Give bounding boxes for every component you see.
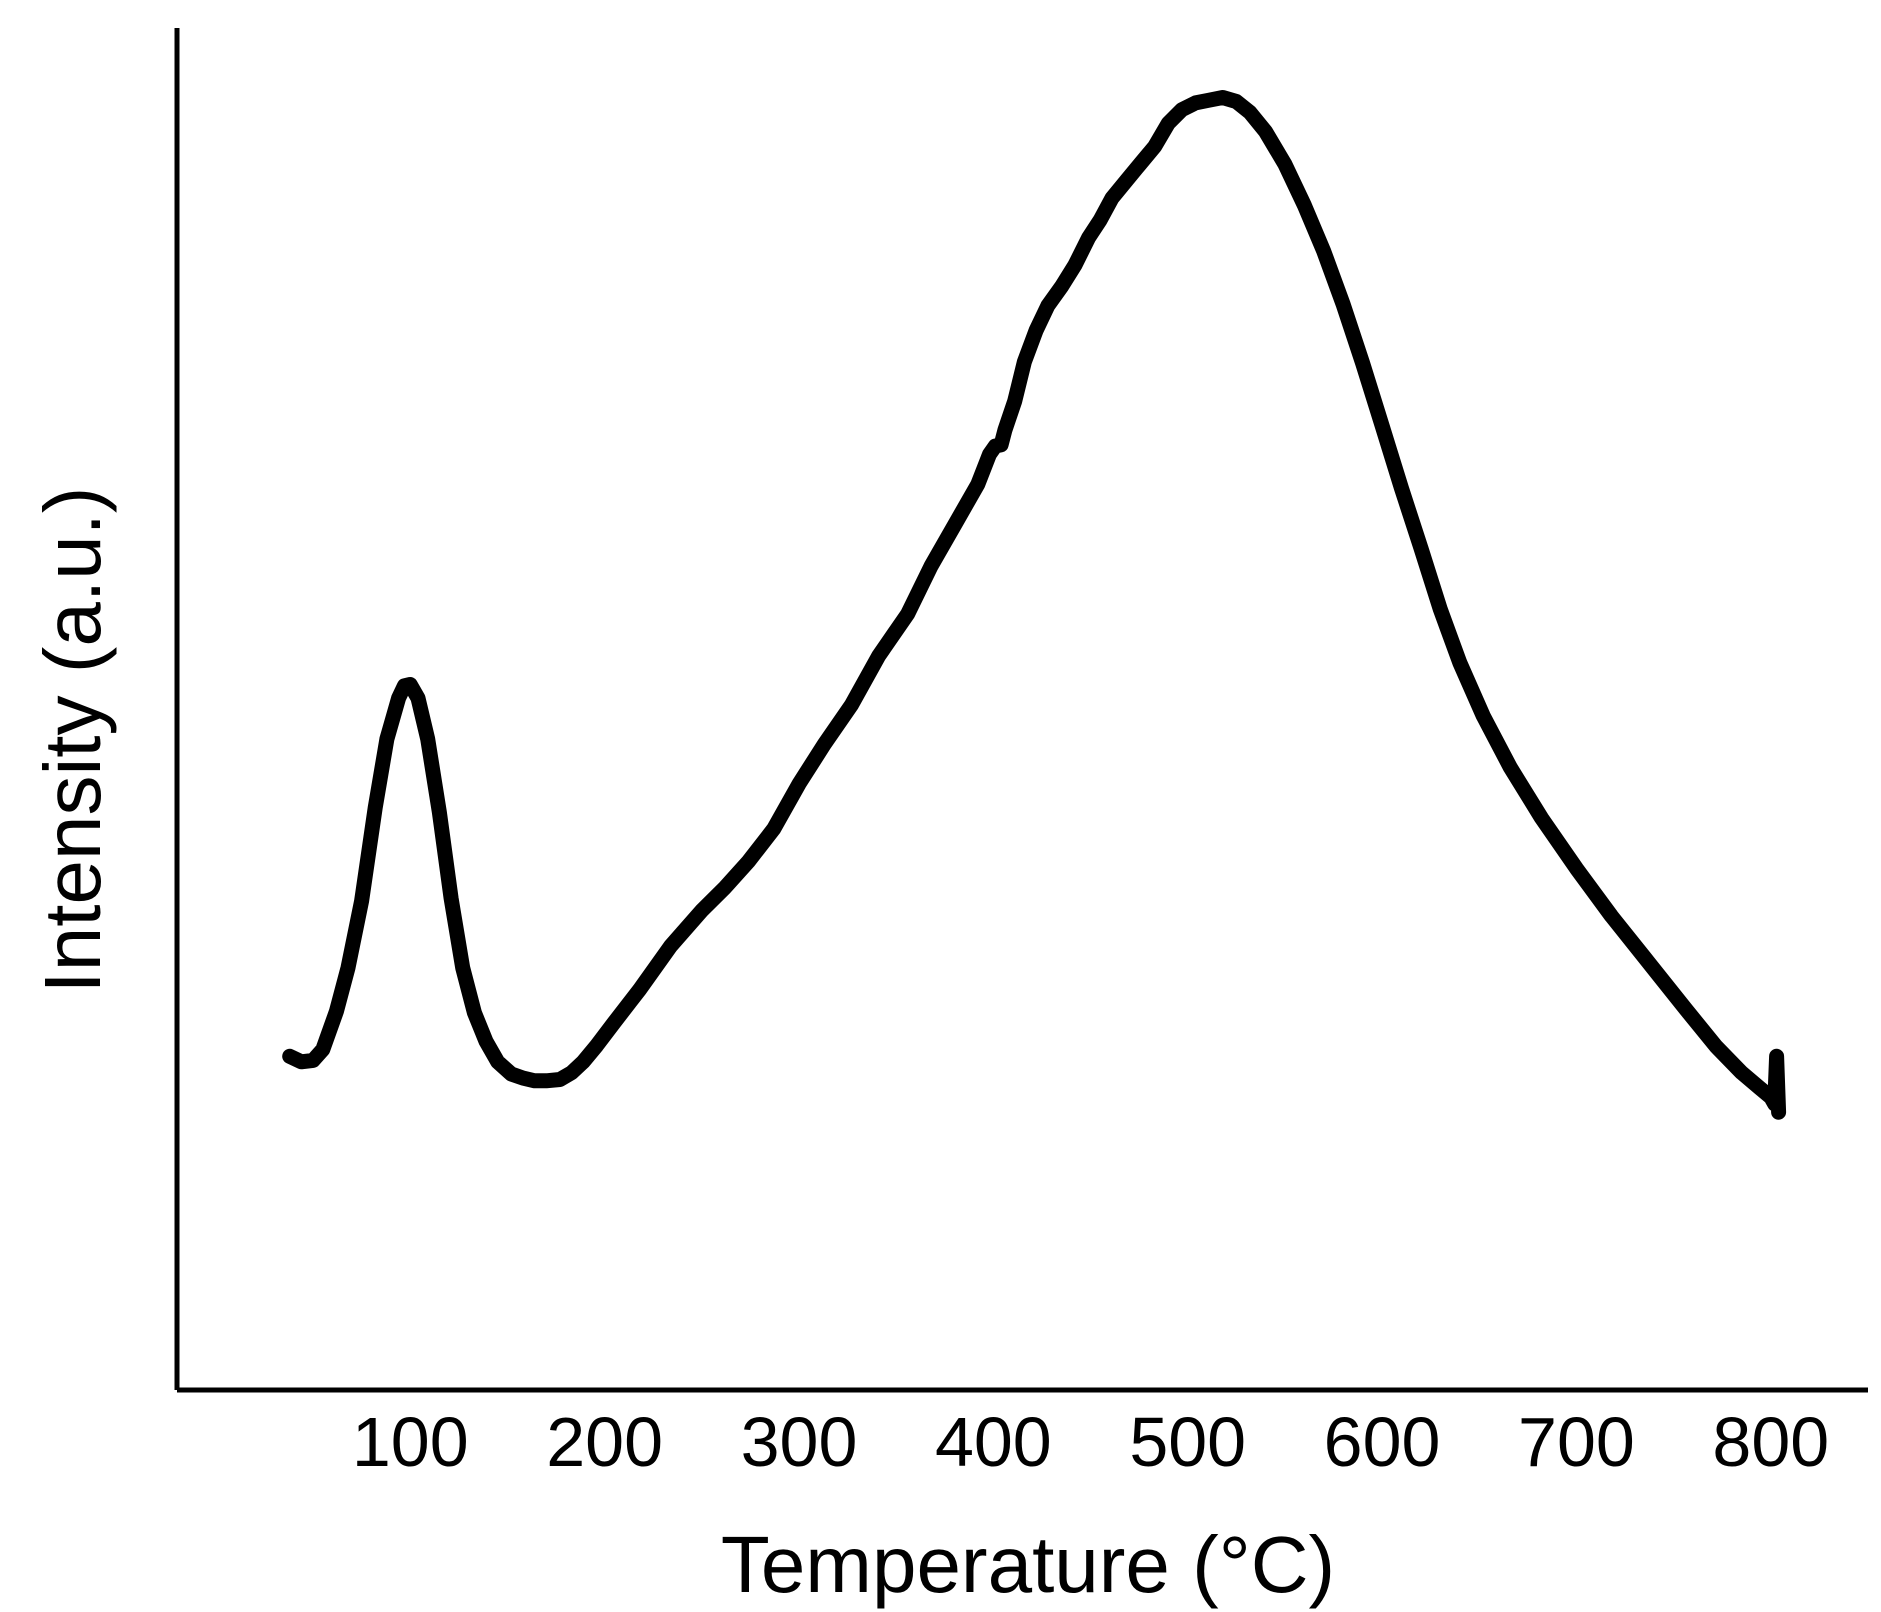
series-group <box>282 90 1787 1120</box>
x-axis-title: Temperature (°C) <box>721 1520 1335 1609</box>
x-tick-label: 600 <box>1324 1403 1441 1481</box>
x-tick-labels: 100 200 300 400 500 600 700 800 <box>352 1403 1829 1481</box>
y-axis-title: Intensity (a.u.) <box>28 487 117 994</box>
x-tick-label: 200 <box>546 1403 663 1481</box>
x-tick-label: 400 <box>935 1403 1052 1481</box>
x-tick-label: 500 <box>1129 1403 1246 1481</box>
series-line-0 <box>282 90 1787 1120</box>
x-tick-label: 100 <box>352 1403 469 1481</box>
x-tick-label: 700 <box>1518 1403 1635 1481</box>
x-tick-label: 300 <box>741 1403 858 1481</box>
x-tick-label: 800 <box>1712 1403 1829 1481</box>
